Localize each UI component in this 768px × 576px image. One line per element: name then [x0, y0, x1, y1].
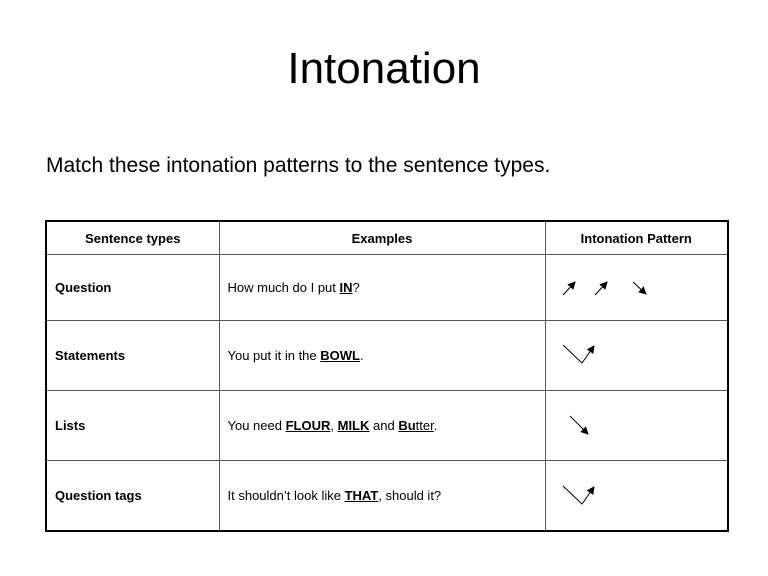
example-text: and — [369, 418, 399, 433]
instruction-text: Match these intonation patterns to the s… — [46, 154, 551, 177]
falling-arrow-icon — [569, 415, 589, 435]
fall-rise-arrow-icon — [562, 485, 595, 505]
stressed-word: MILK — [337, 418, 370, 433]
example: You need FLOUR, MILK and Butter. — [218, 390, 546, 461]
header-sentence-types: Sentence types — [45, 220, 220, 255]
example: How much do I put IN? — [218, 254, 546, 321]
header-intonation-pattern: Intonation Pattern — [544, 220, 729, 255]
example-text: . — [433, 418, 438, 433]
table-row: Question tags It shouldn’t look like THA… — [45, 460, 729, 532]
example-text: You put it in the — [227, 348, 321, 363]
rising-arrow-icon — [562, 281, 576, 296]
sentence-type: Question tags — [45, 460, 220, 532]
intonation-table: Sentence types Examples Intonation Patte… — [45, 220, 729, 532]
sentence-type: Lists — [45, 390, 220, 461]
stressed-word: IN — [339, 280, 353, 295]
pattern-cell — [544, 320, 729, 391]
stressed-word: THAT — [344, 488, 379, 503]
stressed-word: FLOUR — [285, 418, 331, 433]
fall-rise-arrow-icon — [562, 344, 595, 364]
falling-arrow-icon — [632, 281, 647, 295]
sentence-type: Statements — [45, 320, 220, 391]
underlined-text: tter — [415, 418, 434, 433]
slide-title: Intonation — [287, 44, 481, 93]
example-text: . — [359, 348, 364, 363]
pattern-cell — [544, 390, 729, 461]
example-text: ? — [352, 280, 360, 295]
example-text: , — [330, 418, 338, 433]
example-text: How much do I put — [227, 280, 340, 295]
example-text: You need — [227, 418, 286, 433]
example: It shouldn’t look like THAT, should it? — [218, 460, 546, 532]
example: You put it in the BOWL. — [218, 320, 546, 391]
rising-arrow-icon — [594, 281, 608, 296]
header-row: Sentence types Examples Intonation Patte… — [45, 220, 729, 255]
example-text: It shouldn’t look like — [227, 488, 345, 503]
pattern-cell — [544, 460, 729, 532]
table-row: Statements You put it in the BOWL. — [45, 320, 729, 391]
table-row: Lists You need FLOUR, MILK and Butter. — [45, 390, 729, 461]
stressed-word: BOWL — [320, 348, 360, 363]
example-text: , should it? — [378, 488, 442, 503]
stressed-word: Bu — [398, 418, 416, 433]
